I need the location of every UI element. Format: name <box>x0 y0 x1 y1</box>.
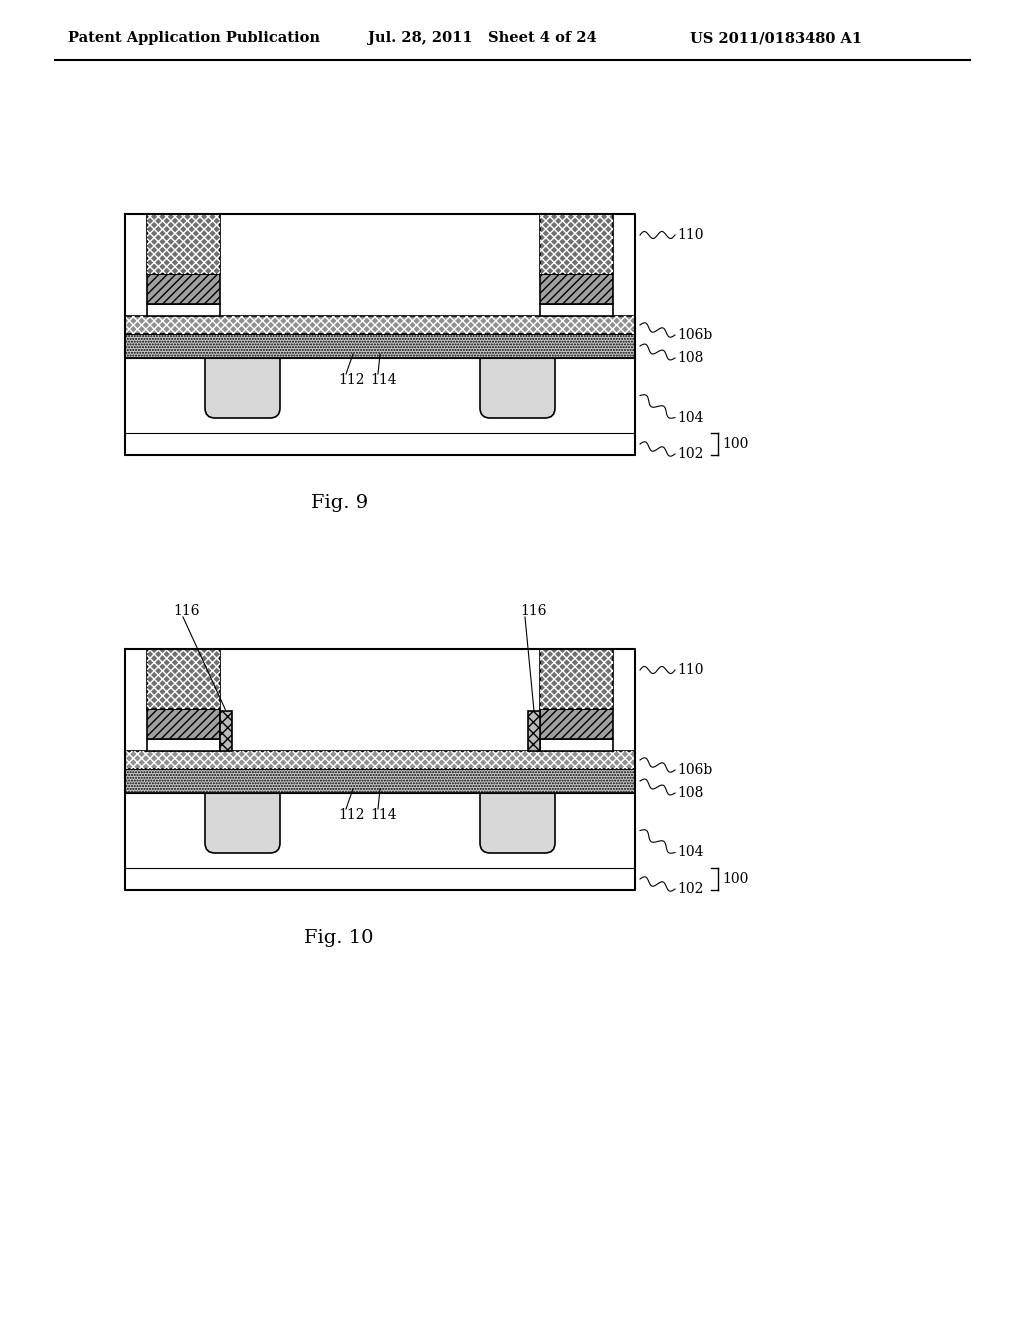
Text: 104: 104 <box>677 846 703 859</box>
Text: 114: 114 <box>370 374 396 387</box>
Bar <box>540 739 613 751</box>
Text: Fig. 10: Fig. 10 <box>304 929 374 946</box>
Bar <box>125 358 635 433</box>
Bar <box>540 275 613 304</box>
Bar <box>480 785 555 853</box>
Text: 116: 116 <box>520 605 547 618</box>
Bar <box>147 275 220 304</box>
Bar <box>220 711 232 751</box>
Text: 110: 110 <box>677 663 703 677</box>
Bar <box>147 214 220 275</box>
Text: 116: 116 <box>173 605 200 618</box>
Bar <box>205 350 280 418</box>
Bar <box>147 649 220 709</box>
FancyBboxPatch shape <box>205 785 280 853</box>
Text: 104: 104 <box>677 411 703 425</box>
Bar <box>125 770 635 793</box>
Bar <box>528 711 540 751</box>
Text: 108: 108 <box>677 351 703 366</box>
Text: 106b: 106b <box>677 327 713 342</box>
Bar <box>147 709 220 739</box>
Bar <box>147 649 220 709</box>
Bar <box>540 709 613 739</box>
Bar <box>125 751 635 770</box>
Bar <box>205 785 280 853</box>
Text: Fig. 9: Fig. 9 <box>310 494 368 512</box>
Bar <box>147 304 220 315</box>
Bar <box>540 214 613 275</box>
Bar <box>125 315 635 334</box>
Text: 112: 112 <box>338 808 365 822</box>
Bar <box>125 869 635 890</box>
Bar <box>528 711 540 751</box>
Bar <box>540 649 613 709</box>
FancyBboxPatch shape <box>480 350 555 418</box>
Bar <box>147 709 220 739</box>
Text: 108: 108 <box>677 785 703 800</box>
Bar <box>125 433 635 455</box>
Bar <box>125 315 635 334</box>
FancyBboxPatch shape <box>480 785 555 853</box>
FancyBboxPatch shape <box>205 350 280 418</box>
Text: 100: 100 <box>722 437 749 451</box>
Bar <box>540 304 613 315</box>
Bar <box>540 275 613 304</box>
Text: 112: 112 <box>338 374 365 387</box>
Bar <box>147 275 220 304</box>
Text: 114: 114 <box>370 808 396 822</box>
Bar <box>125 793 635 869</box>
Bar <box>540 214 613 275</box>
Bar <box>147 214 220 275</box>
Bar <box>125 334 635 358</box>
Text: US 2011/0183480 A1: US 2011/0183480 A1 <box>690 30 862 45</box>
Text: 102: 102 <box>677 882 703 896</box>
Bar <box>147 739 220 751</box>
Text: 106b: 106b <box>677 763 713 777</box>
Bar <box>540 709 613 739</box>
Text: Jul. 28, 2011   Sheet 4 of 24: Jul. 28, 2011 Sheet 4 of 24 <box>368 30 597 45</box>
Text: 102: 102 <box>677 447 703 461</box>
Bar <box>125 334 635 358</box>
Bar <box>125 770 635 793</box>
Bar <box>125 751 635 770</box>
Bar <box>220 711 232 751</box>
Text: Patent Application Publication: Patent Application Publication <box>68 30 319 45</box>
Bar <box>540 649 613 709</box>
Bar <box>480 350 555 418</box>
Text: 110: 110 <box>677 228 703 242</box>
Text: 100: 100 <box>722 873 749 886</box>
